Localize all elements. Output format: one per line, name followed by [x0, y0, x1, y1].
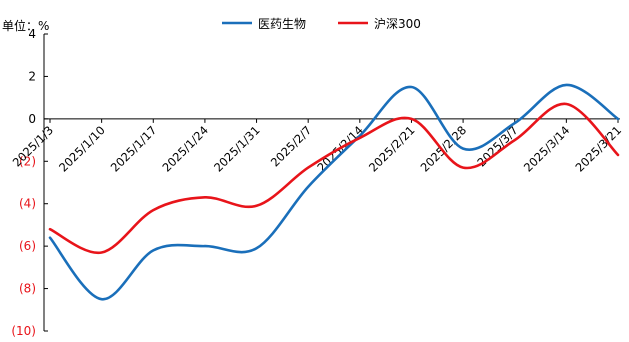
x-tick-label: 2025/1/31 — [211, 123, 263, 175]
y-axis: 4 2 0 (2) (4) (6) (8) (10) — [11, 27, 48, 338]
x-tick-label: 2025/2/7 — [268, 123, 314, 169]
series-layer — [48, 83, 620, 301]
y-tick-label: 4 — [28, 27, 36, 41]
x-tick-label: 2025/1/17 — [108, 123, 160, 175]
unit-label: 单位：% — [2, 18, 49, 33]
x-tick-label: 2025/1/24 — [159, 123, 211, 175]
legend: 医药生物 沪深300 — [222, 17, 421, 31]
legend-label-series-2: 沪深300 — [374, 17, 421, 31]
series-line-1 — [48, 83, 620, 301]
series-line-2 — [48, 102, 620, 254]
y-tick-label: (6) — [19, 239, 36, 253]
y-tick-label: (8) — [19, 282, 36, 296]
legend-label-series-1: 医药生物 — [258, 17, 306, 31]
y-tick-label: (4) — [19, 197, 36, 211]
y-tick-label: (10) — [11, 324, 36, 338]
y-tick-label: 0 — [28, 112, 36, 126]
y-tick-label: (2) — [19, 154, 36, 168]
y-tick-label: 2 — [28, 69, 36, 83]
x-tick-label: 2025/3/14 — [521, 123, 573, 175]
x-tick-label: 2025/1/10 — [56, 123, 108, 175]
